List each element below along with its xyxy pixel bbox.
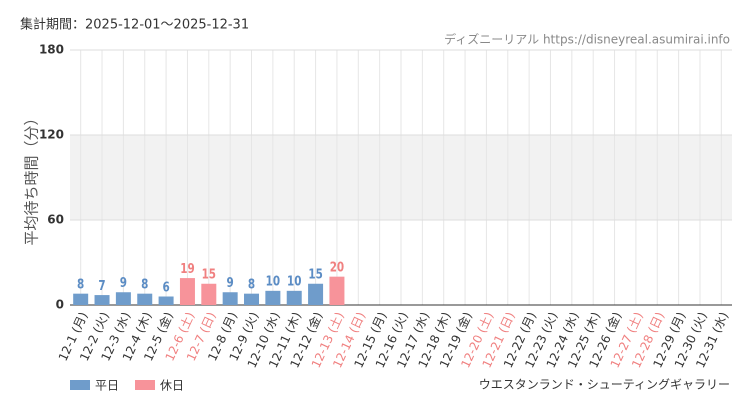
- header: 集計期間：2025-12-01～2025-12-31: [20, 17, 249, 33]
- bar: [222, 292, 238, 305]
- data-label: 15: [308, 266, 322, 281]
- data-label: 10: [287, 274, 301, 289]
- legend-label: 休日: [160, 379, 184, 393]
- bar: [115, 292, 131, 305]
- data-label: 8: [77, 276, 84, 291]
- bar: [201, 283, 217, 305]
- bar: [265, 290, 281, 305]
- y-tick-label: 180: [39, 43, 64, 57]
- bar: [158, 296, 174, 305]
- data-label: 8: [141, 276, 148, 291]
- bar: [308, 283, 324, 305]
- bar: [286, 290, 302, 305]
- subtitle: ウエスタンランド・シューティングギャラリー: [479, 378, 730, 392]
- y-tick-label: 120: [39, 128, 64, 142]
- data-label: 7: [98, 278, 105, 293]
- data-label: 9: [227, 275, 234, 290]
- data-label: 10: [266, 274, 280, 289]
- data-label: 20: [330, 259, 344, 274]
- y-axis-label: 平均待ち時間（分）: [23, 110, 41, 245]
- bar: [94, 295, 110, 305]
- legend-swatch: [135, 380, 155, 390]
- source: ディズニーリアル https://disneyreal.asumirai.inf…: [444, 32, 730, 47]
- legend-swatch: [70, 380, 90, 390]
- data-label: 6: [162, 279, 169, 294]
- bar: [244, 293, 260, 305]
- legend-label: 平日: [95, 379, 119, 393]
- y-tick-label: 60: [47, 213, 64, 227]
- bar: [179, 278, 195, 305]
- y-tick-label: 0: [56, 298, 64, 312]
- data-label: 8: [248, 276, 255, 291]
- data-label: 19: [180, 261, 194, 276]
- bar: [137, 293, 153, 305]
- data-label: 15: [202, 266, 216, 281]
- bar: [73, 293, 89, 305]
- bar: [329, 276, 345, 305]
- data-label: 9: [120, 275, 127, 290]
